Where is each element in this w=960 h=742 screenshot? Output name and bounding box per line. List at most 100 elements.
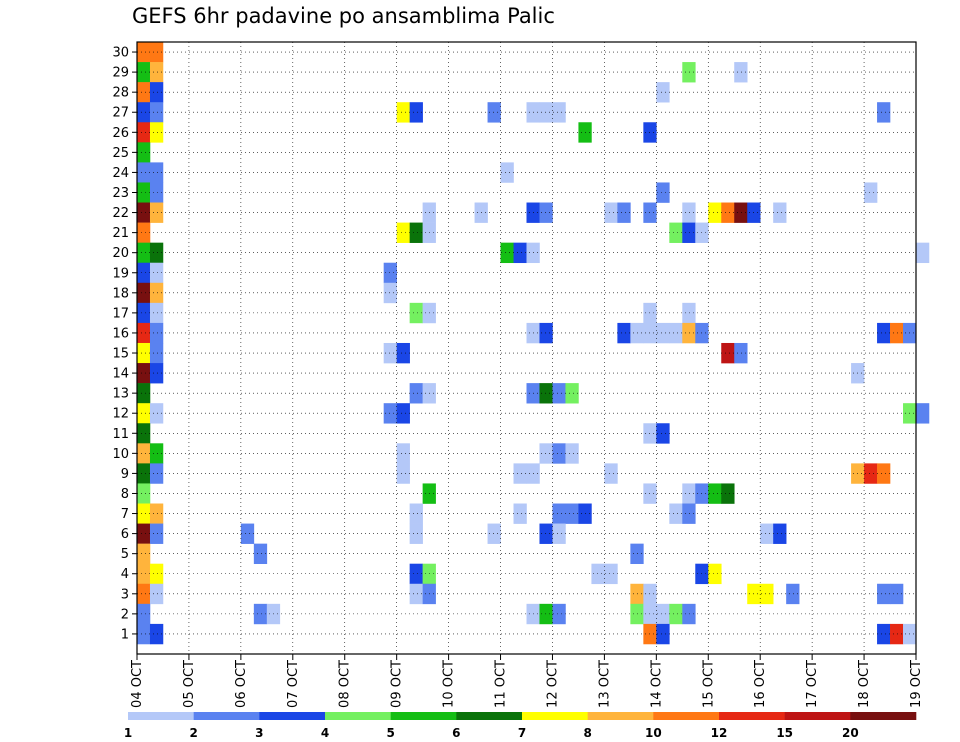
heat-cell [604, 463, 618, 484]
heat-cell [682, 302, 696, 324]
heat-cell [682, 222, 696, 243]
x-tick-label: 15 OCT [701, 660, 716, 708]
heat-cell [604, 202, 618, 223]
heat-cell [890, 583, 904, 605]
y-tick-label: 21 [112, 226, 129, 241]
colorbar-segment [850, 712, 917, 720]
colorbar-segment [259, 712, 326, 720]
heat-cell [409, 302, 423, 324]
heat-cell [396, 342, 410, 364]
heat-cell [137, 483, 151, 504]
heat-cell [916, 403, 930, 424]
colorbar-segment [719, 712, 785, 720]
y-tick-label: 19 [112, 266, 129, 281]
heat-cell [877, 623, 891, 645]
heat-cell [383, 262, 397, 284]
heat-cell [137, 302, 151, 324]
heat-cell [149, 242, 164, 264]
heat-cell [149, 62, 164, 83]
y-tick-label: 26 [112, 126, 129, 141]
heat-cell [240, 523, 255, 544]
heat-cell [396, 443, 410, 464]
heat-cell [656, 603, 670, 625]
colorbar-label: 2 [189, 726, 197, 740]
heat-cell [149, 102, 164, 123]
heat-cell [149, 583, 164, 605]
x-tick-label: 17 OCT [805, 660, 820, 708]
y-tick-label: 4 [121, 567, 129, 582]
heat-cell [708, 202, 722, 223]
heat-cell [617, 322, 631, 344]
heat-cell [552, 503, 566, 524]
heat-cell [487, 102, 501, 123]
x-tick-label: 14 OCT [649, 660, 664, 708]
heat-cell [721, 202, 735, 223]
heat-cell [656, 322, 670, 344]
heat-cell [149, 122, 164, 143]
heat-cell [149, 182, 164, 203]
colorbar-segment [784, 712, 851, 720]
colorbar-label: 6 [452, 726, 460, 740]
heat-cell [773, 202, 787, 223]
colorbar-segment [456, 712, 523, 720]
heat-cell [656, 82, 670, 103]
heat-cell [137, 282, 151, 304]
heat-cell [137, 102, 151, 123]
colorbar-segment [587, 712, 654, 720]
heat-cell [864, 182, 878, 203]
x-tick-label: 18 OCT [857, 660, 872, 708]
heat-cell [734, 342, 748, 364]
heat-cell [149, 42, 164, 63]
heat-cell [149, 623, 164, 645]
heat-cell [137, 242, 151, 264]
heat-cell [539, 383, 553, 404]
plot-frame [136, 41, 917, 655]
heat-cell [591, 563, 605, 585]
heat-cell [149, 363, 164, 384]
heat-cell [604, 563, 618, 585]
y-tick-label: 24 [112, 166, 129, 181]
x-tick-label: 04 OCT [130, 660, 145, 708]
heat-cell [137, 523, 151, 544]
heat-cell [149, 463, 164, 484]
heat-cell [656, 623, 670, 645]
heat-cell [500, 242, 514, 264]
heat-cell [396, 403, 410, 424]
heat-cell [487, 523, 501, 544]
heat-cell [539, 322, 553, 344]
heat-cell [383, 403, 397, 424]
colorbar-segment [653, 712, 720, 720]
heat-cell [877, 463, 891, 484]
heat-cell [137, 423, 151, 444]
y-tick-label: 9 [121, 467, 129, 482]
y-tick-label: 12 [112, 407, 129, 422]
heat-cell [669, 322, 683, 344]
heat-cell [669, 603, 683, 625]
heat-cell [137, 403, 151, 424]
heat-cell [721, 342, 735, 364]
heat-cell [916, 242, 930, 264]
heat-cell [539, 202, 553, 223]
x-tick-label: 05 OCT [182, 660, 197, 708]
heat-cell [552, 443, 566, 464]
heat-cell [149, 523, 164, 544]
heat-cell [149, 302, 164, 324]
x-tick-label: 08 OCT [338, 660, 353, 708]
heat-cell [682, 62, 696, 83]
x-tick-label: 16 OCT [753, 660, 768, 708]
heat-cell [539, 102, 553, 123]
heat-cell [149, 503, 164, 524]
heat-cell [149, 403, 164, 424]
heat-cell [734, 62, 748, 83]
colorbar-label: 15 [776, 726, 793, 740]
y-tick-label: 28 [112, 86, 129, 101]
heat-cell [513, 463, 527, 484]
heat-cell [552, 102, 566, 123]
heat-cell [149, 563, 164, 585]
heat-cell [409, 503, 423, 524]
x-tick-label: 10 OCT [442, 660, 457, 708]
heat-cell [552, 523, 566, 544]
heat-cell [539, 603, 553, 625]
colorbar-label: 1 [124, 726, 132, 740]
